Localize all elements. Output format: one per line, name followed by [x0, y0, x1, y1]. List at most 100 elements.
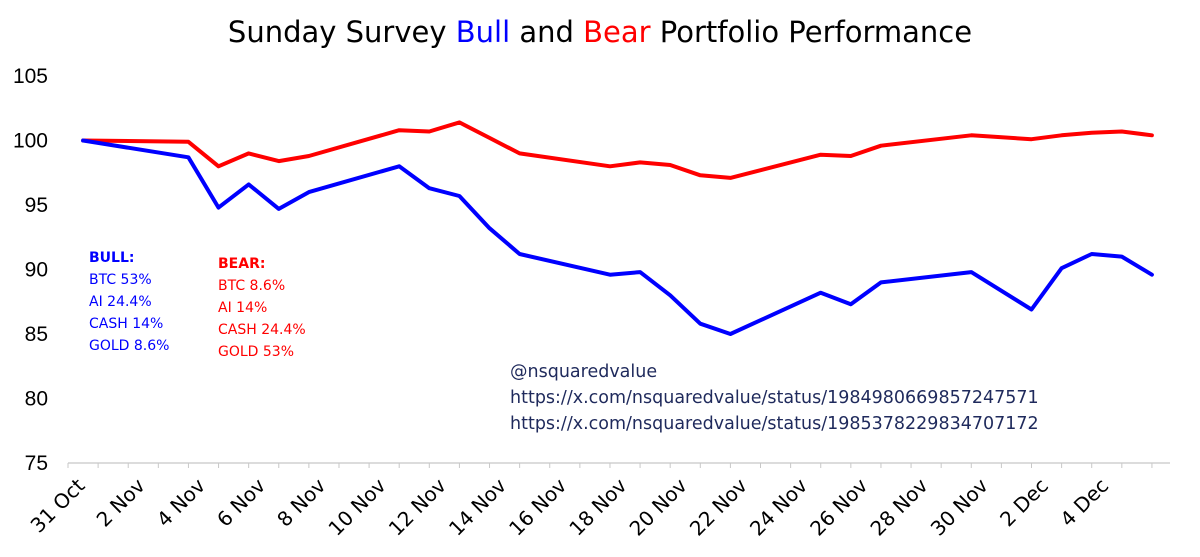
legend-bull-item: GOLD 8.6%	[89, 338, 169, 354]
x-tick-label: 28 Nov	[865, 473, 932, 540]
data-point-bull	[1120, 255, 1124, 259]
data-point-bear	[277, 159, 281, 163]
data-point-bear	[1150, 133, 1154, 137]
x-tick-label: 2 Nov	[92, 473, 150, 531]
x-tick-label: 31 Oct	[26, 473, 90, 537]
legend-bull-item: CASH 14%	[89, 316, 163, 332]
data-point-bear	[307, 154, 311, 158]
data-point-bear	[698, 173, 702, 177]
series-line-bear	[81, 120, 1154, 180]
y-tick-label: 100	[13, 130, 48, 153]
data-point-bear	[247, 151, 251, 155]
x-tick-label: 26 Nov	[805, 473, 872, 540]
data-point-bear	[969, 133, 973, 137]
title-part: Portfolio Performance	[651, 15, 973, 49]
data-point-bear	[1090, 131, 1094, 135]
title-part: Bear	[583, 15, 651, 49]
legend-bear-item: AI 14%	[218, 300, 267, 316]
legend-bear-item: CASH 24.4%	[218, 322, 306, 338]
data-point-bull	[1029, 307, 1033, 311]
data-point-bull	[457, 194, 461, 198]
data-point-bear	[819, 153, 823, 157]
data-point-bear	[608, 164, 612, 168]
legend-bear-item: GOLD 53%	[218, 344, 294, 360]
data-point-bear	[427, 129, 431, 133]
data-point-bull	[1090, 252, 1094, 256]
y-tick-label: 80	[25, 388, 48, 411]
legend-bull-item: BTC 53%	[89, 272, 152, 288]
data-point-bull	[397, 164, 401, 168]
data-point-bull	[217, 206, 221, 210]
data-point-bull	[969, 270, 973, 274]
data-point-bear	[217, 164, 221, 168]
x-tick-label: 2 Dec	[995, 473, 1053, 531]
data-point-bear	[638, 160, 642, 164]
data-point-bear	[668, 163, 672, 167]
data-point-bear	[1120, 129, 1124, 133]
y-tick-label: 75	[25, 452, 48, 475]
data-point-bear	[457, 120, 461, 124]
x-tick-label: 20 Nov	[625, 473, 692, 540]
data-point-bull	[247, 182, 251, 186]
y-tick-label: 90	[25, 259, 48, 282]
data-point-bear	[186, 140, 190, 144]
x-tick-label: 24 Nov	[745, 473, 812, 540]
data-point-bull	[849, 302, 853, 306]
data-point-bull	[698, 322, 702, 326]
data-point-bull	[186, 155, 190, 159]
data-point-bear	[849, 154, 853, 158]
annotations: @nsquaredvalue https://x.com/nsquaredvalu…	[510, 362, 1039, 434]
y-tick-label: 95	[25, 194, 48, 217]
series-line-bull	[81, 138, 1154, 336]
data-point-bull	[81, 139, 85, 143]
data-point-bull	[879, 280, 883, 284]
title-part: and	[510, 15, 583, 49]
series-group	[81, 120, 1154, 336]
data-point-bear	[488, 136, 492, 140]
x-tick-label: 12 Nov	[384, 473, 451, 540]
legend: BULL: BTC 53% AI 24.4% CASH 14% GOLD 8.6% BEA…	[89, 250, 306, 360]
y-tick-label: 85	[25, 323, 48, 346]
data-point-bear	[397, 128, 401, 132]
data-point-bull	[1150, 273, 1154, 277]
data-point-bull	[277, 207, 281, 211]
data-point-bear	[518, 151, 522, 155]
data-point-bear	[1029, 137, 1033, 141]
x-tick-label: 4 Dec	[1055, 473, 1113, 531]
chart-title: Sunday Survey Bull and Bear Portfolio Pe…	[228, 15, 972, 49]
y-axis: 75 80 85 90 95 100 105	[13, 65, 48, 475]
x-tick-label: 14 Nov	[444, 473, 511, 540]
x-tick-label: 4 Nov	[152, 473, 210, 531]
legend-bear-item: BTC 8.6%	[218, 278, 285, 294]
data-point-bear	[879, 144, 883, 148]
y-tick-label: 105	[13, 65, 48, 88]
data-point-bull	[608, 273, 612, 277]
data-point-bull	[488, 226, 492, 230]
title-part: Bull	[456, 15, 510, 49]
data-point-bull	[638, 270, 642, 274]
x-tick-label: 8 Nov	[272, 473, 330, 531]
data-point-bear	[728, 176, 732, 180]
x-tick-label: 30 Nov	[926, 473, 993, 540]
data-point-bull	[307, 190, 311, 194]
data-point-bull	[668, 293, 672, 297]
data-point-bull	[1060, 266, 1064, 270]
x-tick-label: 22 Nov	[685, 473, 752, 540]
x-tick-label: 18 Nov	[564, 473, 631, 540]
annotation-text: @nsquaredvalue	[510, 362, 657, 382]
title-part: Sunday Survey	[228, 15, 456, 49]
data-point-bull	[518, 252, 522, 256]
legend-bear-title: BEAR:	[218, 256, 265, 272]
annotation-text: https://x.com/nsquaredvalue/status/19849…	[510, 388, 1039, 408]
x-tick-label: 6 Nov	[212, 473, 270, 531]
x-tick-label: 16 Nov	[504, 473, 571, 540]
data-point-bull	[728, 332, 732, 336]
data-point-bull	[427, 186, 431, 190]
x-tick-label: 10 Nov	[323, 473, 390, 540]
data-point-bear	[1060, 133, 1064, 137]
annotation-text: https://x.com/nsquaredvalue/status/19853…	[510, 414, 1039, 434]
legend-bull-title: BULL:	[89, 250, 134, 266]
legend-bull-item: AI 24.4%	[89, 294, 152, 310]
